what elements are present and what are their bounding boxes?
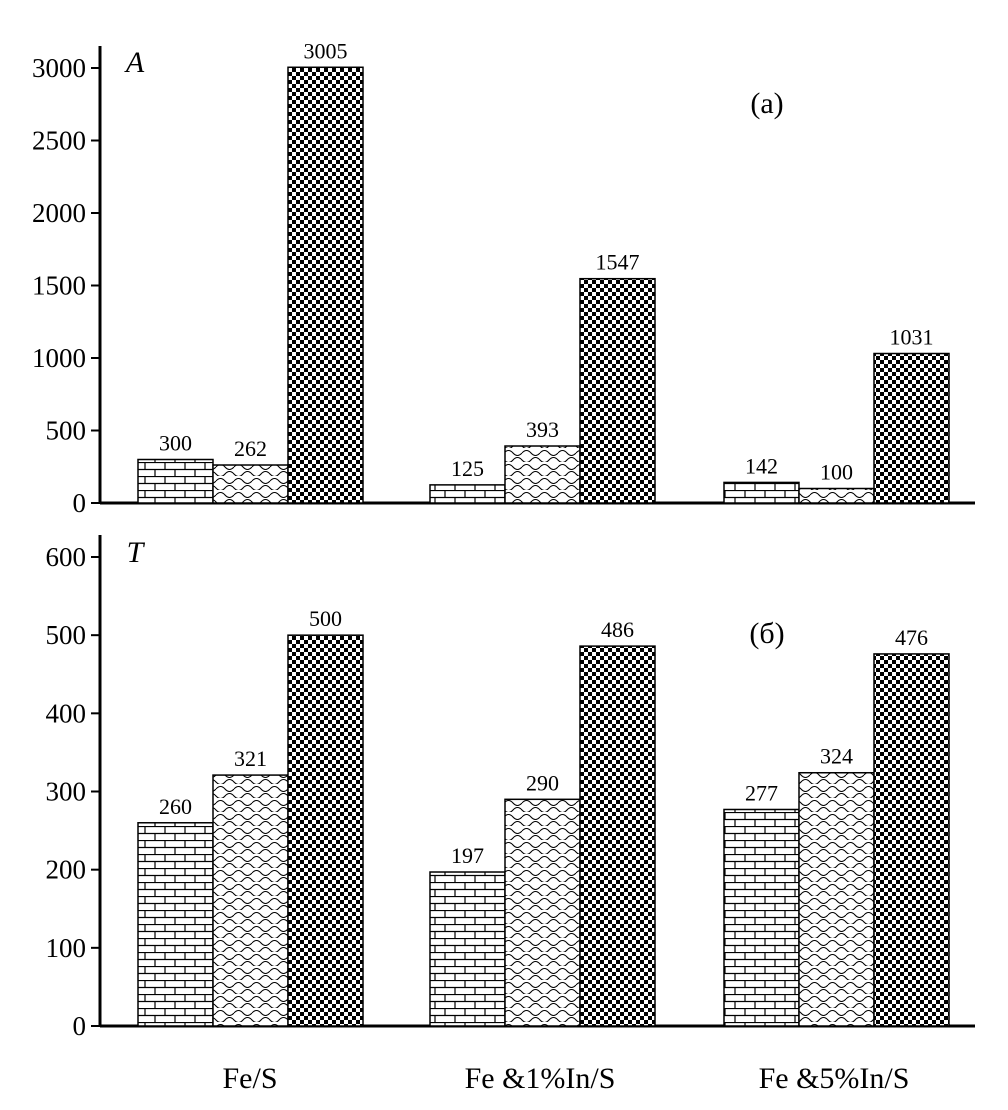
y-tick-label: 2500 (32, 126, 86, 156)
y-tick-label: 300 (46, 777, 87, 807)
bar (137, 458, 214, 504)
panel-letter: T (127, 536, 146, 569)
bar (429, 871, 506, 1027)
bar (212, 464, 289, 504)
bar-value-label: 300 (159, 431, 192, 456)
panel-tag: (б) (749, 617, 784, 650)
bar (429, 484, 506, 504)
bar-value-label: 321 (234, 746, 267, 771)
bottom-panel: 0 100 200 300 400 500 600 260 197 277 321 290 324 500… (46, 535, 975, 1041)
bar (212, 774, 289, 1027)
bar (137, 822, 214, 1027)
bar (287, 66, 364, 504)
bar-value-label: 393 (526, 417, 559, 442)
bar-value-label: 125 (451, 456, 484, 481)
bar-value-label: 262 (234, 436, 267, 461)
bar (798, 487, 875, 504)
bar (287, 634, 364, 1027)
bar-value-label: 3005 (304, 38, 348, 63)
top-panel: 0 500 1000 1500 2000 2500 3000 300 125 142 262 393 1… (32, 38, 975, 518)
y-tick-label: 3000 (32, 53, 86, 83)
y-tick-label: 1000 (32, 343, 86, 373)
panel-tag: (a) (750, 87, 783, 120)
bar (579, 277, 656, 504)
y-tick-label: 100 (46, 933, 87, 963)
bar-value-label: 197 (451, 843, 484, 868)
y-tick-label: 600 (46, 542, 87, 572)
bar-value-label: 100 (820, 460, 853, 485)
y-tick-label: 500 (46, 416, 87, 446)
bar-value-label: 324 (820, 744, 853, 769)
bar-value-label: 486 (601, 617, 634, 642)
y-tick-label: 0 (73, 1011, 87, 1041)
bar (723, 808, 800, 1027)
bar-value-label: 277 (745, 780, 778, 805)
y-tick-label: 400 (46, 698, 87, 728)
y-tick-label: 1500 (32, 271, 86, 301)
bar-value-label: 1031 (890, 325, 934, 350)
bar (873, 352, 950, 504)
category-label-fe-s: Fe/S (222, 1062, 277, 1095)
bar-value-label: 260 (159, 794, 192, 819)
category-labels: Fe/S Fe &1%In/S Fe &5%In/S (222, 1062, 909, 1095)
y-tick-label: 500 (46, 620, 87, 650)
bar-value-label: 476 (895, 625, 928, 650)
bar (579, 645, 656, 1027)
bar-value-label: 1547 (596, 250, 640, 275)
bar (504, 445, 581, 504)
bar-value-label: 290 (526, 770, 559, 795)
bar-value-label: 142 (745, 453, 778, 478)
panel-letter: A (124, 46, 145, 79)
bar-value-label: 500 (309, 606, 342, 631)
y-tick-label: 0 (73, 488, 87, 518)
bar (873, 653, 950, 1027)
bar (798, 771, 875, 1027)
y-tick-label: 2000 (32, 198, 86, 228)
category-label-fe-1-in-s: Fe &1%In/S (465, 1062, 616, 1095)
bar (504, 798, 581, 1027)
category-label-fe-5-in-s: Fe &5%In/S (759, 1062, 910, 1095)
bar (723, 481, 800, 504)
y-tick-label: 200 (46, 855, 87, 885)
